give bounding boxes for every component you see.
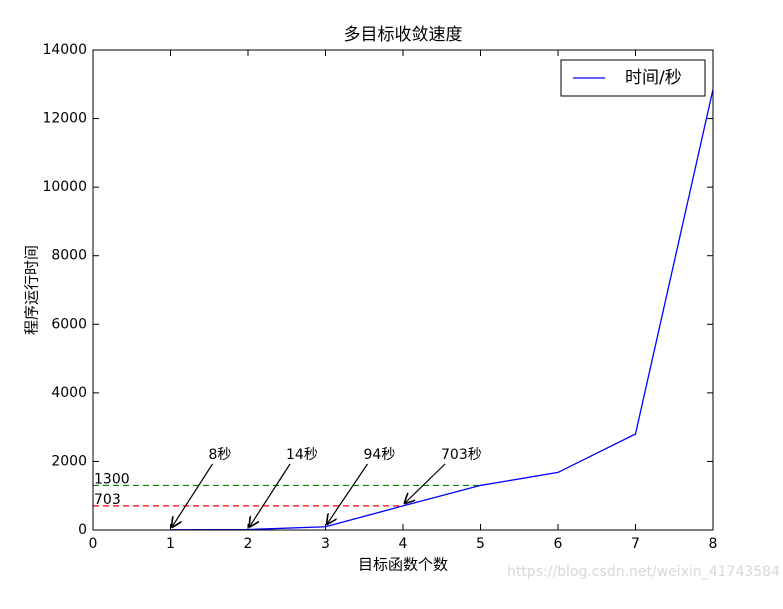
x-axis-label: 目标函数个数	[358, 556, 448, 574]
y-axis-label: 程序运行时间	[23, 245, 41, 335]
y-tick-label: 0	[78, 522, 87, 538]
line	[170, 89, 714, 531]
reference-label: 703	[94, 492, 121, 508]
chart-title: 多目标收敛速度	[344, 25, 463, 45]
annotation: 8秒	[209, 447, 232, 463]
y-tick-label: 12000	[42, 111, 87, 127]
x-tick-label: 4	[399, 536, 408, 552]
x-tick-label: 0	[89, 536, 98, 552]
y-tick-label: 8000	[51, 248, 87, 264]
annotation-arrow	[172, 463, 214, 528]
x-tick-label: 6	[554, 536, 563, 552]
x-tick-label: 1	[166, 536, 175, 552]
x-tick-label: 8	[709, 536, 718, 552]
plot-frame	[92, 49, 714, 531]
annotation-arrow	[327, 463, 368, 525]
y-tick-label: 6000	[51, 316, 87, 332]
y-tick-label: 10000	[42, 179, 87, 195]
x-tick-label: 7	[631, 536, 640, 552]
watermark: https://blog.csdn.net/weixin_41743584	[507, 564, 780, 580]
x-tick-label: 3	[321, 536, 330, 552]
x-tick-label: 2	[244, 536, 253, 552]
annotation: 703秒	[441, 447, 482, 463]
y-tick-label: 4000	[51, 385, 87, 401]
reference-label: 1300	[94, 471, 130, 487]
x-tick-label: 5	[476, 536, 485, 552]
legend-label: 时间/秒	[625, 68, 682, 88]
annotation: 94秒	[364, 447, 396, 463]
y-tick-label: 2000	[51, 453, 87, 469]
annotation-arrow	[404, 463, 446, 504]
annotation: 14秒	[286, 447, 318, 463]
y-tick-label: 14000	[42, 42, 87, 58]
annotation-arrow	[249, 463, 291, 528]
